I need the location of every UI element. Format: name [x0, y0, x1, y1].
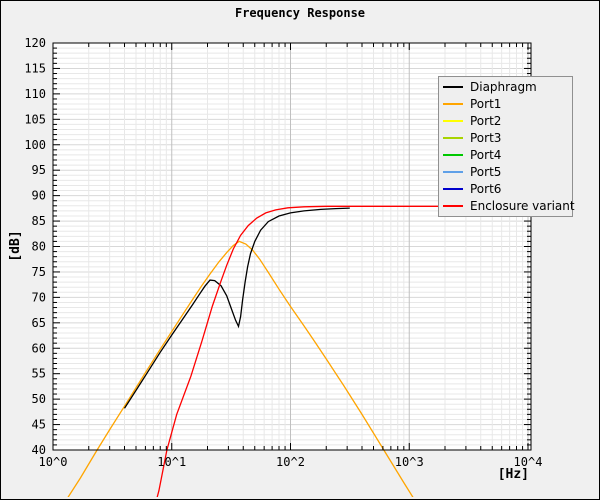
legend-item-diaphragm: Diaphragm	[439, 78, 572, 95]
y-tick-label: 45	[32, 418, 46, 432]
y-tick-label: 95	[32, 163, 46, 177]
y-tick-label: 60	[32, 341, 46, 355]
legend-item-label: Port6	[470, 182, 502, 197]
legend-item-port5: Port5	[439, 164, 572, 181]
legend-item-port4: Port4	[439, 147, 572, 164]
legend-item-enclosure-variant: Enclosure variant	[439, 198, 575, 215]
x-tick-label: 10^2	[276, 455, 305, 469]
x-tick-label: 10^3	[395, 455, 424, 469]
y-tick-label: 40	[32, 443, 46, 457]
legend-item-label: Port4	[470, 148, 502, 163]
y-tick-label: 110	[24, 87, 46, 101]
y-tick-label: 90	[32, 189, 46, 203]
legend-item-label: Enclosure variant	[470, 199, 575, 214]
y-tick-label: 115	[24, 61, 46, 75]
y-tick-label: 65	[32, 316, 46, 330]
y-axis-title: [dB]	[8, 230, 23, 262]
y-tick-label: 105	[24, 112, 46, 126]
legend-item-label: Port1	[470, 96, 502, 111]
y-tick-label: 50	[32, 392, 46, 406]
y-tick-label: 100	[24, 138, 46, 152]
chart-title: Frequency Response	[234, 6, 366, 20]
legend-swatch	[443, 102, 463, 105]
legend-swatch	[443, 154, 463, 157]
curves-layer	[67, 205, 531, 497]
y-tick-label: 70	[32, 290, 46, 304]
x-tick-label: 10^4	[514, 455, 543, 469]
legend-swatch	[443, 85, 463, 88]
y-tick-label: 80	[32, 240, 46, 254]
legend-item-label: Port5	[470, 165, 502, 180]
curve-diaphragm	[123, 207, 350, 409]
legend-swatch	[443, 188, 463, 191]
legend-item-label: Diaphragm	[470, 79, 537, 94]
curve-enclosure-variant	[156, 205, 531, 497]
x-axis-title: [Hz]	[497, 467, 529, 482]
tick-labels: 1201151101051009590858075706560555045401…	[24, 36, 542, 469]
y-tick-label: 85	[32, 214, 46, 228]
legend: Diaphragm Port1 Port2 Port3 Port4 Port5 Port6 E…	[438, 76, 575, 217]
legend-item-port6: Port6	[439, 181, 572, 198]
legend-swatch	[443, 205, 463, 208]
x-tick-label: 10^0	[39, 455, 68, 469]
legend-swatch	[443, 171, 463, 174]
legend-item-port2: Port2	[439, 112, 572, 129]
y-tick-label: 75	[32, 265, 46, 279]
legend-item-label: Port2	[470, 113, 502, 128]
legend-item-label: Port3	[470, 130, 502, 145]
legend-item-port1: Port1	[439, 95, 572, 112]
legend-swatch	[443, 119, 463, 122]
y-tick-label: 120	[24, 36, 46, 50]
x-tick-label: 10^1	[157, 455, 186, 469]
y-tick-label: 55	[32, 367, 46, 381]
legend-swatch	[443, 136, 463, 139]
legend-item-port3: Port3	[439, 129, 572, 146]
